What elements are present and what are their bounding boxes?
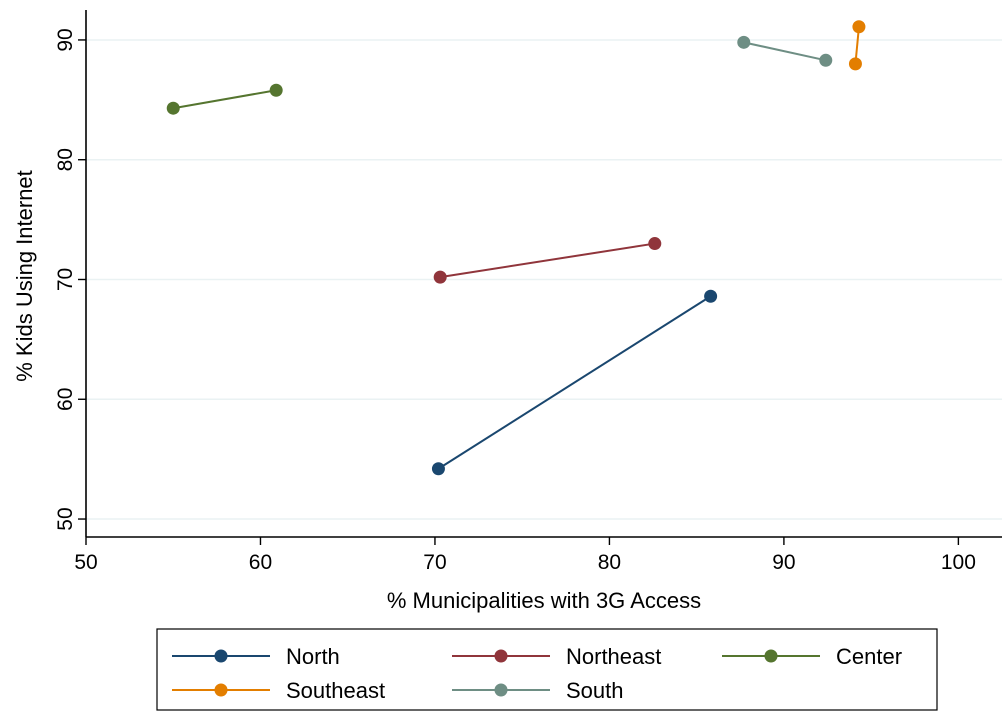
- y-tick-label: 60: [54, 388, 77, 411]
- x-tick-label: 50: [74, 551, 97, 574]
- data-point-center: [269, 83, 283, 97]
- legend: North Northeast Center Southeast South: [156, 628, 938, 711]
- legend-label: South: [566, 678, 624, 703]
- data-point-center: [166, 101, 180, 115]
- series-line-south: [743, 41, 826, 62]
- x-axis-title: % Municipalities with 3G Access: [387, 588, 701, 613]
- y-axis-title: % Kids Using Internet: [12, 170, 37, 382]
- data-point-southeast: [848, 57, 862, 71]
- data-point-south: [737, 35, 751, 49]
- legend-swatch-marker: [214, 649, 228, 663]
- y-tick-label: 80: [54, 148, 77, 171]
- legend-label: North: [286, 644, 340, 669]
- legend-swatch-marker: [764, 649, 778, 663]
- x-tick-label: 90: [772, 551, 795, 574]
- x-ticks: 50 60 70 80 90 100: [74, 537, 976, 574]
- data-point-northeast: [648, 237, 662, 251]
- data-point-north: [704, 289, 718, 303]
- grid-lines: [86, 39, 1002, 520]
- x-tick-label: 70: [423, 551, 446, 574]
- y-tick-label: 70: [54, 268, 77, 291]
- legend-box: [156, 628, 938, 711]
- legend-item-south: South: [452, 678, 624, 703]
- legend-swatch-marker: [214, 683, 228, 697]
- legend-label: Center: [836, 644, 902, 669]
- data-point-south: [819, 53, 833, 67]
- legend-label: Northeast: [566, 644, 661, 669]
- data-point-northeast: [433, 270, 447, 284]
- legend-item-north: North: [172, 644, 340, 669]
- y-tick-label: 50: [54, 507, 77, 530]
- data-point-north: [431, 462, 445, 476]
- legend-item-center: Center: [722, 644, 902, 669]
- series-line-north: [437, 295, 712, 470]
- x-tick-label: 60: [249, 551, 272, 574]
- data-point-southeast: [852, 20, 866, 34]
- legend-item-northeast: Northeast: [452, 644, 661, 669]
- series-line-center: [173, 89, 277, 110]
- x-tick-label: 80: [598, 551, 621, 574]
- x-tick-label: 100: [941, 551, 976, 574]
- series-line-northeast: [440, 242, 655, 279]
- plot-area: [166, 20, 866, 476]
- legend-item-southeast: Southeast: [172, 678, 385, 703]
- y-ticks: 50 60 70 80 90: [54, 28, 86, 531]
- legend-swatch-marker: [494, 683, 508, 697]
- y-tick-label: 90: [54, 28, 77, 51]
- legend-swatch-marker: [494, 649, 508, 663]
- legend-label: Southeast: [286, 678, 385, 703]
- axes: [85, 10, 1002, 538]
